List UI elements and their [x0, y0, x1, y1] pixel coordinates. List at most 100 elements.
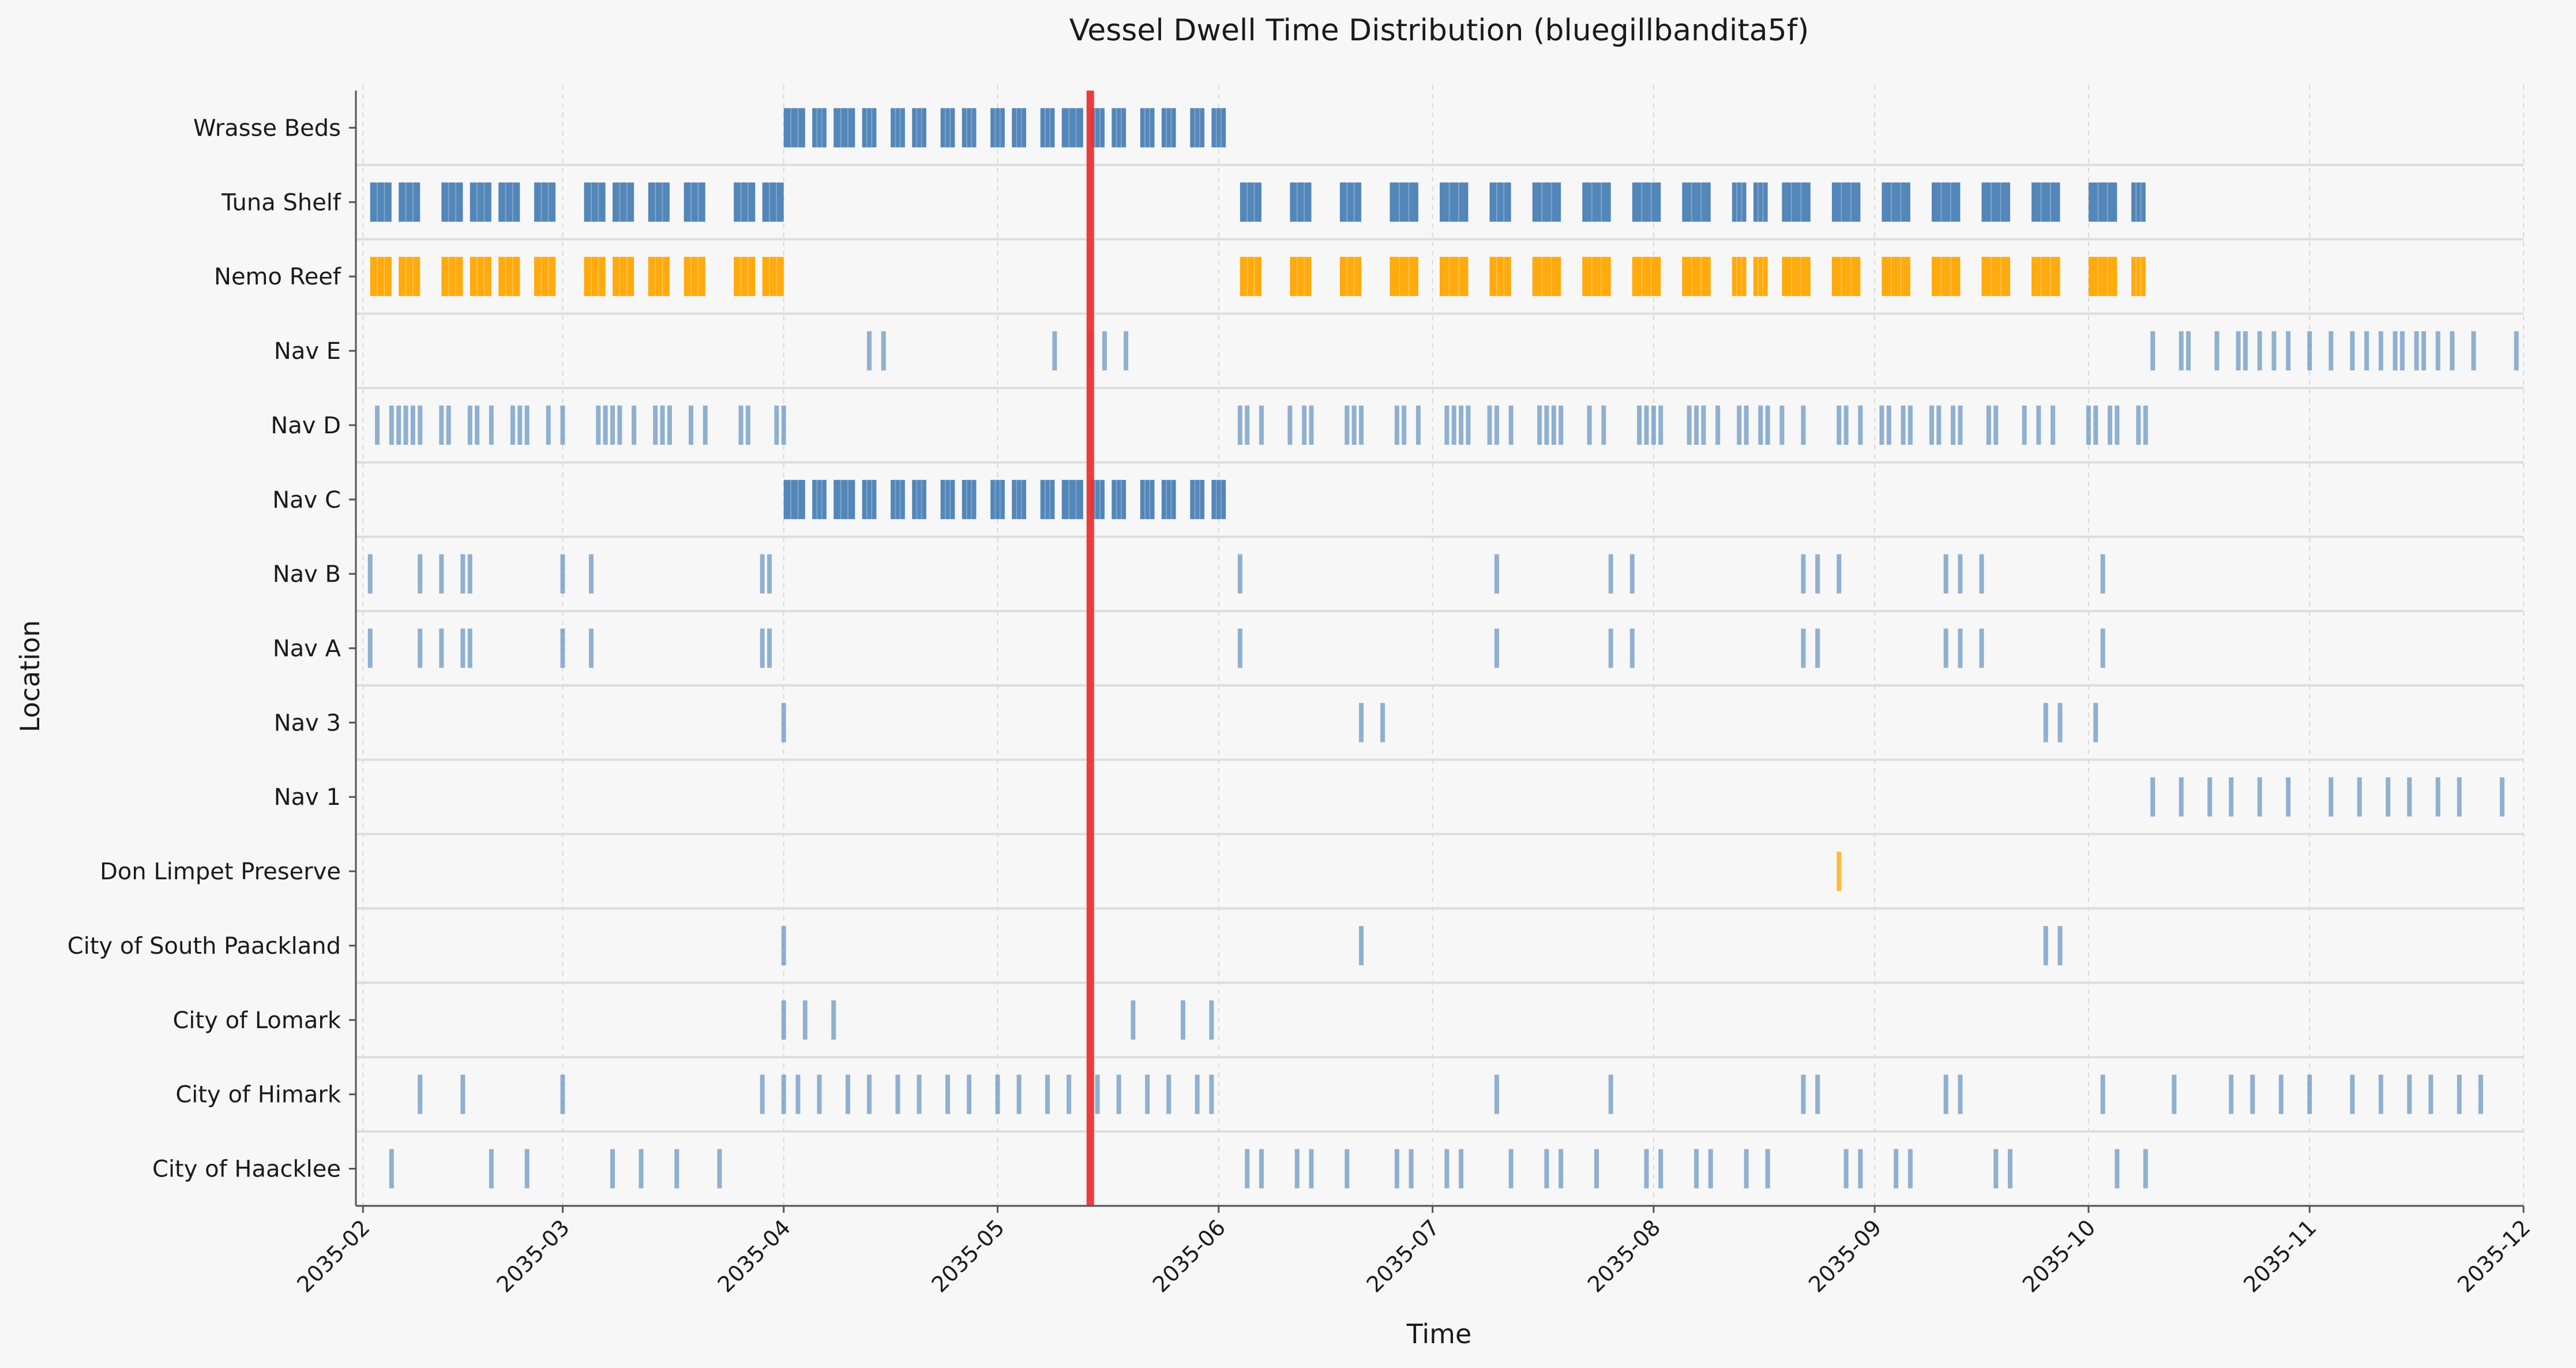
- dwell-event: [1259, 405, 1264, 445]
- dwell-event: [781, 1074, 786, 1114]
- y-tick-label: Nav D: [271, 413, 341, 439]
- dwell-block: [498, 257, 520, 297]
- dwell-block: [1012, 108, 1027, 148]
- dwell-event: [945, 1074, 951, 1114]
- dwell-event: [867, 331, 872, 371]
- dwell-event: [1993, 1149, 1999, 1189]
- dwell-block: [2031, 182, 2060, 222]
- dwell-event: [2186, 331, 2191, 371]
- y-tick-label: Nav B: [273, 561, 341, 588]
- dwell-event: [2286, 331, 2291, 371]
- dwell-block: [584, 182, 606, 222]
- dwell-block: [1061, 479, 1083, 519]
- dwell-event: [2108, 405, 2113, 445]
- dwell-event: [1166, 1074, 1171, 1114]
- dwell-block: [1390, 182, 1418, 222]
- dwell-event: [439, 628, 444, 668]
- dwell-event: [560, 628, 565, 668]
- dwell-event: [1494, 628, 1499, 668]
- dwell-event: [1544, 1149, 1549, 1189]
- dwell-event: [2364, 331, 2370, 371]
- dwell-event: [1559, 405, 1564, 445]
- dwell-event: [2271, 331, 2277, 371]
- dwell-event: [510, 405, 515, 445]
- dwell-event: [2022, 405, 2027, 445]
- dwell-event: [1737, 405, 1742, 445]
- dwell-event: [817, 1074, 822, 1114]
- dwell-event: [2399, 331, 2405, 371]
- dwell-block: [912, 479, 926, 519]
- dwell-event: [1658, 405, 1663, 445]
- dwell-event: [1779, 405, 1785, 445]
- dwell-event: [2307, 331, 2312, 371]
- dwell-block: [1211, 108, 1226, 148]
- dwell-event: [767, 554, 772, 594]
- data-marks: [367, 91, 2519, 1206]
- dwell-block: [1489, 182, 1511, 222]
- dwell-block: [912, 108, 926, 148]
- dwell-event: [674, 1149, 679, 1189]
- dwell-block: [2131, 257, 2146, 297]
- dwell-event: [588, 628, 594, 668]
- dwell-event: [2057, 703, 2063, 743]
- dwell-block: [2088, 257, 2117, 297]
- dwell-event: [1131, 1000, 1136, 1040]
- dwell-event: [439, 405, 444, 445]
- dwell-event: [2100, 1074, 2105, 1114]
- dwell-event: [1494, 554, 1499, 594]
- dwell-event: [1644, 405, 1649, 445]
- dwell-event: [1943, 628, 1948, 668]
- dwell-event: [389, 1149, 394, 1189]
- dwell-block: [1161, 479, 1176, 519]
- dwell-event: [1245, 405, 1250, 445]
- dwell-event: [1958, 554, 1963, 594]
- chart-title: Vessel Dwell Time Distribution (bluegill…: [1069, 13, 1809, 48]
- dwell-event: [1815, 1074, 1820, 1114]
- dwell-event: [781, 925, 786, 965]
- dwell-event: [1708, 1149, 1713, 1189]
- dwell-event: [2150, 777, 2156, 817]
- dwell-block: [762, 182, 784, 222]
- dwell-event: [367, 628, 373, 668]
- dwell-block: [891, 108, 905, 148]
- dwell-event: [1294, 1149, 1300, 1189]
- dwell-event: [2243, 331, 2248, 371]
- y-tick-label: Nav A: [273, 636, 341, 662]
- dwell-block: [584, 257, 606, 297]
- dwell-block: [1582, 257, 1611, 297]
- dwell-block: [940, 108, 955, 148]
- dwell-event: [1979, 554, 1984, 594]
- dwell-event: [1195, 1074, 1200, 1114]
- dwell-event: [1444, 405, 1450, 445]
- dwell-block: [1532, 182, 1561, 222]
- dwell-block: [1831, 257, 1861, 297]
- dwell-block: [534, 257, 556, 297]
- dwell-event: [2307, 1074, 2312, 1114]
- dwell-event: [2229, 777, 2234, 817]
- dwell-block: [470, 257, 491, 297]
- dwell-event: [2043, 703, 2048, 743]
- dwell-block: [1732, 257, 1747, 297]
- dwell-event: [2350, 1074, 2355, 1114]
- dwell-event: [1629, 554, 1635, 594]
- dwell-event: [1402, 405, 1407, 445]
- dwell-event: [1886, 405, 1891, 445]
- dwell-event: [2386, 777, 2391, 817]
- dwell-block: [862, 108, 877, 148]
- dwell-event: [2143, 1149, 2148, 1189]
- dwell-event: [460, 1074, 465, 1114]
- dwell-event: [2329, 331, 2334, 371]
- dwell-event: [439, 554, 444, 594]
- dwell-event: [1237, 554, 1242, 594]
- dwell-event: [588, 554, 594, 594]
- dwell-event: [475, 405, 480, 445]
- dwell-event: [2457, 1074, 2462, 1114]
- dwell-event: [1815, 628, 1820, 668]
- dwell-event: [1601, 405, 1606, 445]
- dwell-block: [1161, 108, 1176, 148]
- dwell-event: [1052, 331, 1057, 371]
- dwell-block: [441, 257, 463, 297]
- y-tick-label: Don Limpet Preserve: [100, 859, 341, 885]
- dwell-event: [467, 405, 472, 445]
- dwell-event: [403, 405, 408, 445]
